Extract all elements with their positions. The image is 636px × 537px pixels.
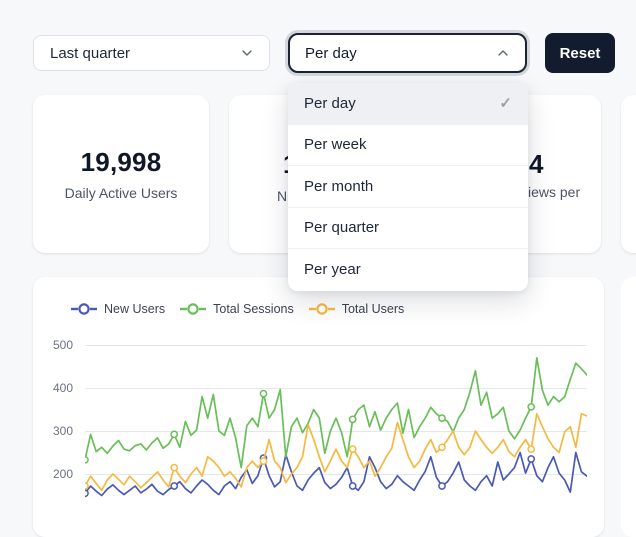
data-point-marker xyxy=(170,463,179,472)
stat-label-fragment: N xyxy=(277,188,288,204)
chevron-up-icon xyxy=(498,50,508,56)
stat-label-fragment: iews per xyxy=(528,184,581,200)
reset-button[interactable]: Reset xyxy=(545,33,615,73)
data-point-marker xyxy=(438,414,446,422)
data-point-marker xyxy=(85,482,89,490)
gridline xyxy=(85,474,587,475)
interval-menu: Per day ✓ Per week Per month Per quarter Per … xyxy=(288,83,528,291)
menu-item-label: Per month xyxy=(304,177,374,195)
menu-item-per-month[interactable]: Per month xyxy=(288,166,528,208)
data-point-marker xyxy=(438,443,446,452)
data-point-marker xyxy=(170,482,179,490)
legend-label: Total Sessions xyxy=(213,302,294,316)
data-point-marker xyxy=(85,455,89,464)
data-point-marker xyxy=(527,445,536,453)
series-line-new-users xyxy=(85,451,587,497)
chart-legend: New Users Total Sessions Total Users xyxy=(71,302,404,316)
gridline xyxy=(85,431,587,432)
legend-item-total-sessions[interactable]: Total Sessions xyxy=(180,302,294,316)
gridline xyxy=(85,345,587,346)
stat-card-daily-active-users: 19,998 Daily Active Users xyxy=(33,95,209,253)
menu-item-label: Per day xyxy=(304,94,356,112)
menu-item-label: Per week xyxy=(304,136,367,154)
stat-value-fragment: 4 xyxy=(529,149,544,179)
data-point-marker xyxy=(348,445,357,453)
range-select[interactable]: Last quarter xyxy=(33,35,270,71)
data-point-marker xyxy=(259,457,268,465)
y-tick-label: 400 xyxy=(52,381,73,395)
menu-item-per-quarter[interactable]: Per quarter xyxy=(288,207,528,249)
stat-label: Daily Active Users xyxy=(64,185,178,201)
line-marker-icon xyxy=(71,303,97,315)
interval-select[interactable]: Per day xyxy=(288,33,527,73)
range-select-value: Last quarter xyxy=(50,44,131,62)
legend-item-new-users[interactable]: New Users xyxy=(71,302,165,316)
data-point-marker xyxy=(348,415,357,424)
interval-select-value: Per day xyxy=(305,44,357,62)
legend-label: New Users xyxy=(104,302,166,316)
series-line-total-sessions xyxy=(85,357,587,469)
stat-card-clipped-4 xyxy=(621,95,636,253)
data-point-marker xyxy=(170,430,179,439)
data-point-marker xyxy=(527,455,536,463)
y-tick-label: 200 xyxy=(52,467,73,481)
menu-item-per-year[interactable]: Per year xyxy=(288,249,528,291)
chevron-down-icon xyxy=(242,50,252,56)
data-point-marker xyxy=(438,482,446,490)
data-point-marker xyxy=(259,389,268,398)
line-chart-card: New Users Total Sessions Total Users 500 40… xyxy=(33,277,604,537)
line-chart xyxy=(85,357,587,498)
menu-item-label: Per year xyxy=(304,261,361,279)
check-icon: ✓ xyxy=(499,95,512,113)
clipped-card-right xyxy=(621,277,636,537)
menu-item-label: Per quarter xyxy=(304,219,380,237)
data-point-marker xyxy=(348,482,357,490)
menu-item-per-day[interactable]: Per day ✓ xyxy=(288,83,528,125)
legend-label: Total Users xyxy=(341,302,405,316)
y-tick-label: 500 xyxy=(52,338,73,352)
line-marker-icon xyxy=(180,303,207,315)
data-point-marker xyxy=(527,403,536,411)
y-tick-label: 300 xyxy=(52,424,73,438)
data-point-marker xyxy=(85,489,89,498)
legend-item-total-users[interactable]: Total Users xyxy=(308,302,405,316)
line-marker-icon xyxy=(308,303,335,315)
menu-item-per-week[interactable]: Per week xyxy=(288,124,528,166)
stat-value: 19,998 xyxy=(80,147,162,177)
gridline xyxy=(85,388,587,389)
series-line-total-users xyxy=(85,412,587,492)
